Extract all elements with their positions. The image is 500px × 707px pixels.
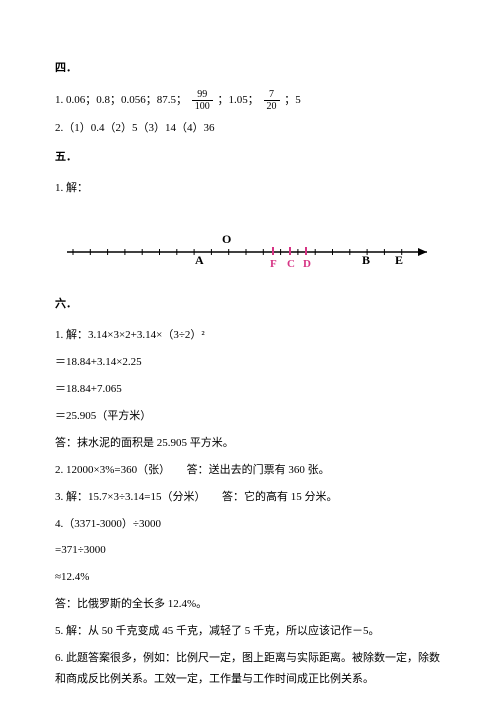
svg-text:B: B — [362, 253, 370, 267]
svg-text:F: F — [270, 258, 277, 270]
s6-q3: 3. 解：15.7×3÷3.14=15（分米） 答：它的高有 15 分米。 — [55, 487, 445, 508]
svg-text:E: E — [395, 253, 403, 267]
section-4-title: 四． — [55, 58, 445, 79]
s4-line1: 1. 0.06；0.8；0.056；87.5； 99 100 ；1.05； 7 … — [55, 89, 445, 112]
section-6-title: 六． — [55, 294, 445, 315]
s4-l1-p3: ；5 — [284, 94, 301, 106]
s6-q4a: 4.（3371-3000）÷3000 — [55, 514, 445, 535]
frac-num: 99 — [192, 89, 213, 101]
s4-l1-p2: ；1.05； — [218, 94, 259, 106]
svg-text:A: A — [195, 253, 204, 267]
frac-den: 100 — [192, 101, 213, 112]
s4-line2: 2.（1）0.4（2）5（3）14（4）36 — [55, 118, 445, 139]
frac-den: 20 — [264, 101, 280, 112]
s6-q1b: ＝18.84+3.14×2.25 — [55, 352, 445, 373]
s6-q6: 6. 此题答案很多，例如：比例尺一定，图上距离与实际距离。被除数一定，除数和商成… — [55, 648, 445, 690]
s6-q1d: ＝25.905（平方米） — [55, 406, 445, 427]
s4-l1-p1: 1. 0.06；0.8；0.056；87.5； — [55, 94, 187, 106]
frac-num: 7 — [264, 89, 280, 101]
s5-line1: 1. 解： — [55, 178, 445, 199]
s6-q4b: =371÷3000 — [55, 540, 445, 561]
s6-q1c: ＝18.84+7.065 — [55, 379, 445, 400]
number-line-diagram: O A B E FCD — [55, 217, 445, 285]
fraction-7-20: 7 20 — [264, 89, 280, 112]
svg-text:D: D — [303, 258, 311, 270]
s6-q1a: 1. 解：3.14×3×2+3.14×（3÷2）² — [55, 325, 445, 346]
s6-q4c: ≈12.4% — [55, 567, 445, 588]
s6-q2: 2. 12000×3%=360（张） 答：送出去的门票有 360 张。 — [55, 460, 445, 481]
s6-q1e: 答：抹水泥的面积是 25.905 平方米。 — [55, 433, 445, 454]
section-5-title: 五． — [55, 147, 445, 168]
s6-q4d: 答：比俄罗斯的全长多 12.4%。 — [55, 594, 445, 615]
s6-q5: 5. 解：从 50 千克变成 45 千克，减轻了 5 千克，所以应该记作－5。 — [55, 621, 445, 642]
svg-text:O: O — [222, 232, 231, 246]
fraction-99-100: 99 100 — [192, 89, 213, 112]
svg-text:C: C — [287, 258, 295, 270]
